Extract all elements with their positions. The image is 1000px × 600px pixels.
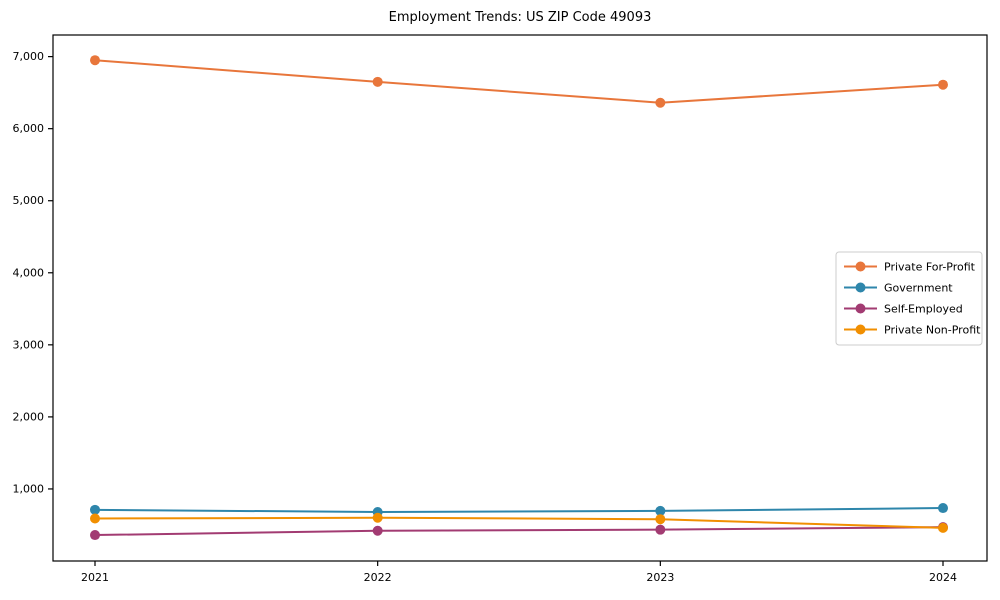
plot-frame: [52, 34, 988, 562]
y-tick-label: 3,000: [13, 338, 45, 351]
y-tick-label: 5,000: [13, 194, 45, 207]
data-point: [655, 97, 666, 108]
legend-marker: [855, 261, 866, 272]
data-point: [655, 514, 666, 525]
data-point: [90, 530, 100, 541]
y-tick-label: 1,000: [13, 482, 45, 495]
data-point: [90, 513, 100, 524]
data-point: [938, 522, 948, 533]
legend-marker: [855, 282, 866, 293]
data-point: [938, 503, 948, 514]
data-point: [655, 524, 666, 535]
data-point: [372, 525, 383, 536]
series-line-government: [94, 507, 944, 514]
series-line-self-employed: [94, 526, 944, 537]
x-tick-label: 2023: [646, 571, 674, 584]
legend-label: Self-Employed: [884, 303, 963, 316]
chart-title: Employment Trends: US ZIP Code 49093: [388, 10, 652, 25]
data-point: [372, 512, 383, 523]
x-tick-label: 2021: [81, 571, 109, 584]
legend-label: Private Non-Profit: [884, 324, 981, 337]
y-tick-label: 4,000: [13, 266, 45, 279]
x-tick-label: 2024: [929, 571, 957, 584]
legend-marker: [855, 303, 866, 314]
legend-label: Private For-Profit: [884, 261, 976, 274]
data-point: [372, 76, 383, 87]
y-tick-label: 6,000: [13, 122, 45, 135]
data-point: [90, 504, 100, 515]
data-point: [655, 505, 666, 516]
x-tick-label: 2022: [364, 571, 392, 584]
legend-marker: [855, 324, 866, 335]
data-point: [938, 79, 948, 90]
y-tick-label: 2,000: [13, 410, 45, 423]
legend-box: [835, 251, 983, 346]
series-line-private-non-profit: [94, 516, 944, 529]
data-point: [90, 55, 100, 66]
y-tick-label: 7,000: [13, 50, 45, 63]
legend-label: Government: [884, 282, 953, 295]
series-line-private-for-profit: [94, 59, 944, 104]
